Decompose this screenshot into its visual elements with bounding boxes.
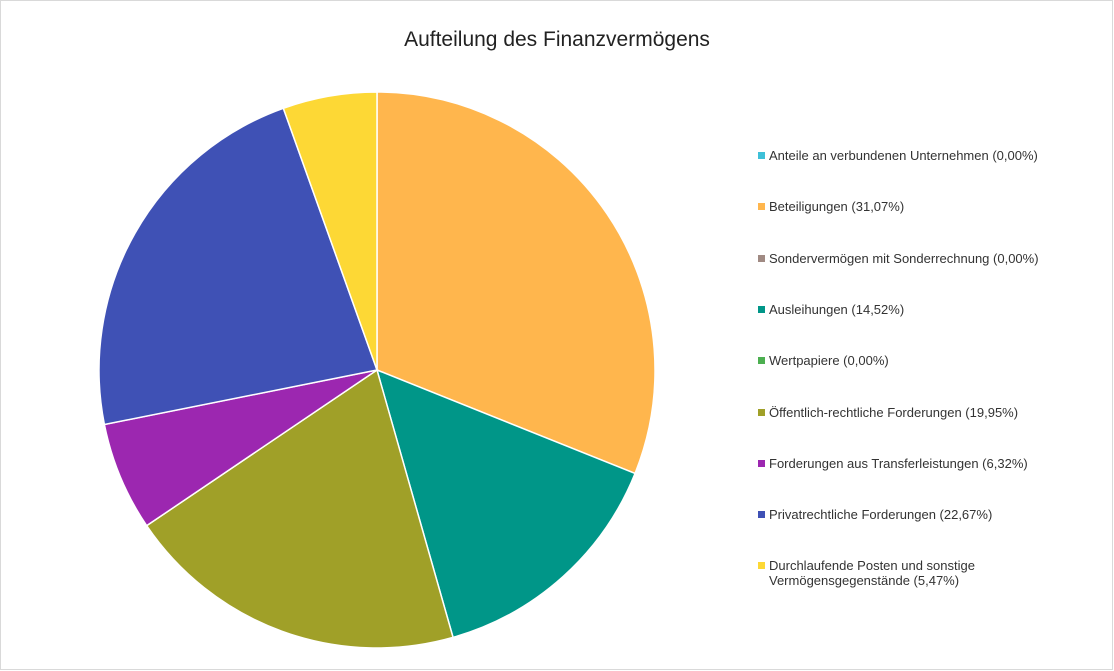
legend-swatch: [758, 459, 765, 467]
legend-entry: Ausleihungen (14,52%): [758, 302, 1098, 317]
legend-entry: Wertpapiere (0,00%): [758, 353, 1098, 368]
legend-entry: Durchlaufende Posten und sonstige Vermög…: [758, 558, 1098, 588]
legend-label: Ausleihungen (14,52%): [769, 301, 905, 317]
legend-entry: Privatrechtliche Forderungen (22,67%): [758, 507, 1098, 522]
legend-swatch: [758, 254, 765, 262]
legend-swatch: [758, 152, 765, 159]
legend-label: Durchlaufende Posten und sonstige Vermög…: [769, 558, 975, 589]
legend-entry: Sondervermögen mit Sonderrechnung (0,00%…: [758, 251, 1098, 266]
legend-swatch: [758, 305, 765, 313]
pie-slice: [98, 107, 378, 426]
legend-swatch: [758, 562, 765, 570]
legend-label: Beteiligungen (31,07%): [769, 199, 905, 215]
chart-title: Aufteilung des Finanzvermögens: [404, 28, 710, 51]
legend-swatch: [758, 408, 765, 416]
legend-label: Sondervermögen mit Sonderrechnung (0,00%…: [769, 250, 1039, 266]
pie-slice: [282, 91, 378, 371]
legend-label: Öffentlich-rechtliche Forderungen (19,95…: [769, 404, 1019, 420]
legend-label: Forderungen aus Transferleistungen (6,32…: [769, 455, 1028, 471]
legend-label: Wertpapiere (0,00%): [769, 353, 889, 369]
legend-swatch: [758, 203, 765, 211]
legend-label: Privatrechtliche Forderungen (22,67%): [769, 507, 993, 523]
legend-label: Anteile an verbundenen Unternehmen (0,00…: [769, 148, 1038, 163]
legend-entry: Forderungen aus Transferleistungen (6,32…: [758, 456, 1098, 471]
pie-slice: [376, 91, 656, 475]
pie-slice: [145, 368, 454, 649]
legend-swatch: [758, 357, 765, 365]
legend-entry: Öffentlich-rechtliche Forderungen (19,95…: [758, 405, 1098, 420]
legend-entry: Anteile an verbundenen Unternehmen (0,00…: [758, 148, 1098, 163]
legend-entry: Beteiligungen (31,07%): [758, 199, 1098, 214]
pie-slice: [375, 368, 637, 639]
legend-swatch: [758, 511, 765, 519]
